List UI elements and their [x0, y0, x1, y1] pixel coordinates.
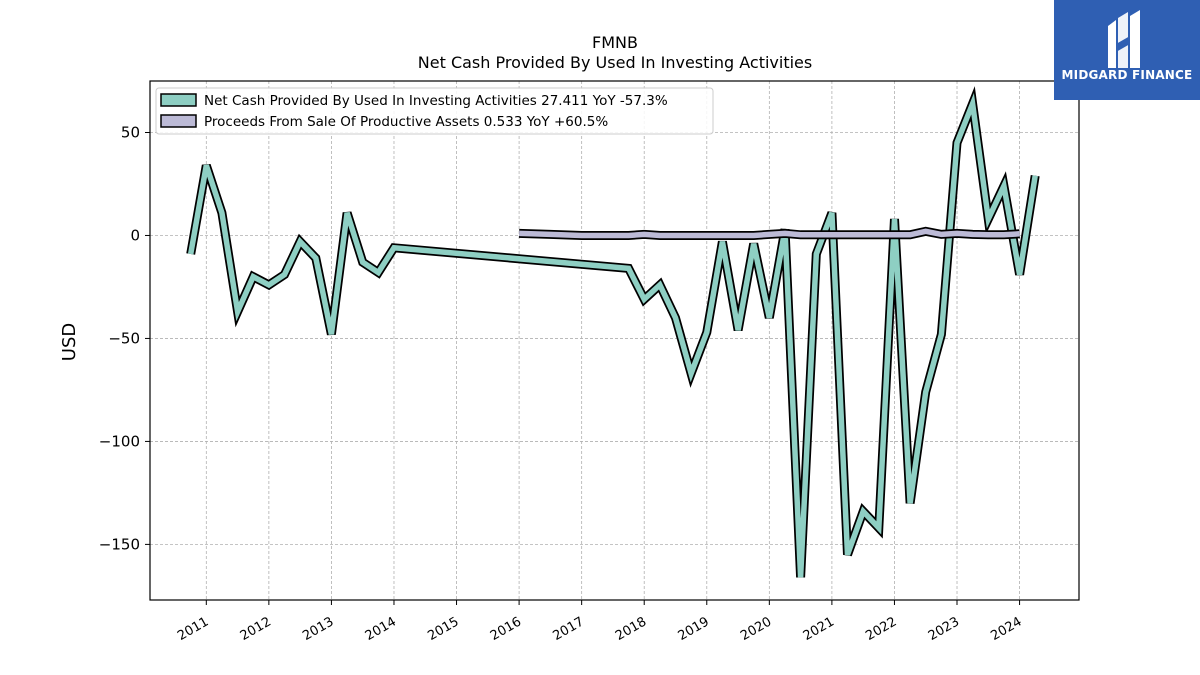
series-layer [186, 86, 1040, 578]
y-tick-label: −150 [99, 535, 140, 553]
plot-frame [149, 80, 1080, 601]
series-line [187, 92, 1038, 578]
y-tick-label: 0 [130, 226, 140, 244]
x-tick-label: 2014 [363, 614, 399, 644]
x-tick-label: 2019 [676, 614, 712, 644]
x-tick-label: 2020 [738, 614, 774, 644]
y-tick-label: −50 [108, 329, 140, 347]
x-tick-label: 2017 [550, 614, 586, 644]
y-axis: 50 0 −50 −100 −150 [99, 123, 150, 553]
x-axis: 2011 2012 2013 2014 2015 2016 2017 2018 2019 2020… [175, 600, 1025, 644]
x-tick-label: 2012 [238, 614, 274, 644]
logo-text: MIDGARD FINANCE [1061, 68, 1193, 82]
series-net-cash [186, 86, 1040, 578]
x-tick-label: 2015 [425, 614, 461, 644]
legend-swatch-proceeds [160, 114, 197, 128]
legend-box [155, 87, 714, 135]
midgard-finance-logo: MIDGARD FINANCE [1054, 0, 1200, 100]
y-axis-label: USD [59, 323, 80, 361]
x-tick-label: 2022 [863, 614, 899, 644]
x-tick-label: 2018 [613, 614, 649, 644]
legend-swatch-net-cash [160, 93, 197, 107]
legend: Net Cash Provided By Used In Investing A… [155, 87, 714, 135]
x-tick-label: 2011 [175, 614, 211, 644]
x-tick-label: 2021 [801, 614, 837, 644]
chart-title: FMNB [592, 33, 638, 52]
y-tick-label: 50 [121, 123, 140, 141]
legend-label-net-cash: Net Cash Provided By Used In Investing A… [204, 93, 668, 109]
chart-subtitle: Net Cash Provided By Used In Investing A… [418, 53, 812, 72]
x-tick-label: 2024 [988, 614, 1024, 644]
x-tick-label: 2016 [488, 614, 524, 644]
midgard-logo-icon [1108, 10, 1140, 68]
x-tick-label: 2013 [300, 614, 336, 644]
series-outline [186, 86, 1040, 578]
x-tick-label: 2023 [926, 614, 962, 644]
legend-label-proceeds: Proceeds From Sale Of Productive Assets … [204, 114, 608, 130]
grid [150, 81, 1079, 600]
y-tick-label: −100 [99, 432, 140, 450]
series-proceeds [518, 226, 1020, 240]
series-line [519, 228, 1020, 239]
